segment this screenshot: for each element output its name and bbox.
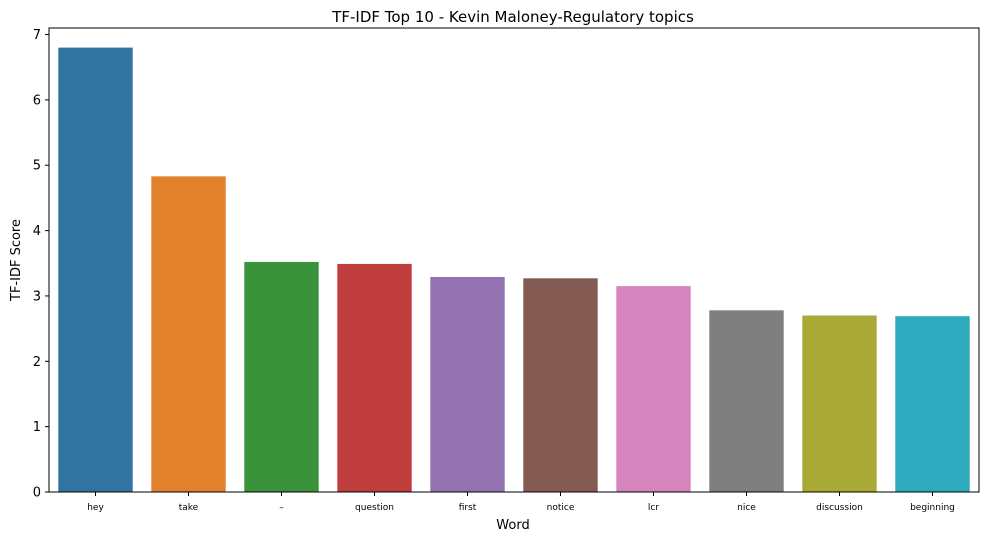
x-axis-label: Word: [496, 518, 529, 533]
y-tick-label-1: 1: [33, 420, 41, 435]
x-tick-label-3: question: [355, 503, 394, 513]
x-axis-ticks: hey take – question first notice lcr nice discus…: [87, 492, 955, 513]
y-tick-label-0: 0: [33, 486, 41, 501]
x-tick-label-7: nice: [737, 503, 756, 513]
bar-1: [151, 176, 226, 492]
bar-9: [895, 316, 970, 492]
y-tick-label-4: 4: [33, 224, 41, 239]
y-tick-label-3: 3: [33, 289, 41, 304]
y-axis-ticks: 0 1 2 3 4 5 6 7: [33, 28, 49, 501]
bar-7: [709, 310, 784, 492]
x-tick-label-1: take: [179, 503, 199, 513]
y-tick-label-2: 2: [33, 355, 41, 370]
y-tick-label-7: 7: [33, 28, 41, 43]
bar-5: [523, 278, 598, 492]
bars-group: [58, 47, 970, 493]
x-tick-label-8: discussion: [816, 503, 863, 513]
x-tick-label-6: lcr: [648, 503, 659, 513]
bar-4: [430, 276, 505, 492]
x-tick-label-5: notice: [547, 503, 575, 513]
x-tick-label-0: hey: [87, 503, 104, 513]
bar-8: [802, 315, 877, 492]
y-tick-label-5: 5: [33, 159, 41, 174]
x-tick-label-2: –: [279, 503, 284, 513]
bar-0: [58, 47, 133, 493]
bar-2: [244, 261, 319, 492]
y-tick-label-6: 6: [33, 93, 41, 108]
x-tick-label-4: first: [459, 503, 477, 513]
y-axis-label: TF-IDF Score: [9, 219, 24, 302]
chart-title: TF-IDF Top 10 - Kevin Maloney-Regulatory…: [331, 8, 694, 26]
plot-frame: [48, 27, 980, 493]
bar-6: [616, 286, 691, 492]
x-tick-label-9: beginning: [910, 503, 955, 513]
bar-3: [337, 263, 412, 492]
